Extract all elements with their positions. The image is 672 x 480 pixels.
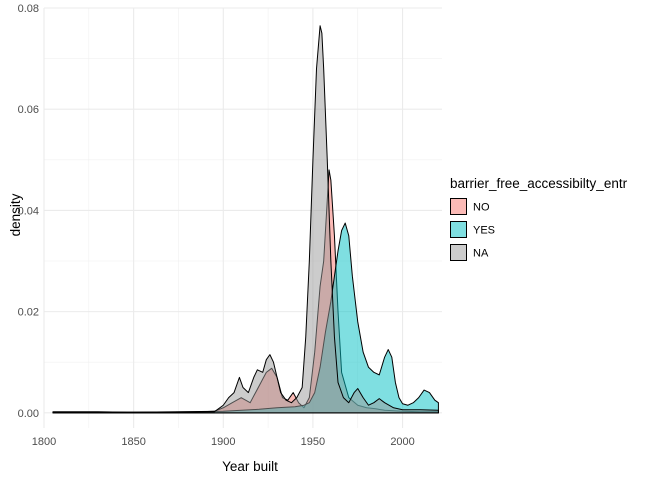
y-tick-label: 0.08 bbox=[18, 3, 39, 15]
density-area-yes bbox=[52, 222, 439, 414]
axis-ticks: 1800 1850 1900 1950 2000 0.00 0.02 0.04 0.06 0.08 bbox=[18, 3, 415, 448]
y-axis-title: density bbox=[8, 193, 23, 236]
legend-label-no: NO bbox=[473, 202, 490, 214]
legend-key-na bbox=[450, 244, 467, 261]
legend: barrier_free_accessibilty_entr NO YES NA bbox=[450, 176, 628, 261]
y-tick-label: 0.06 bbox=[18, 104, 39, 116]
legend-title: barrier_free_accessibilty_entr bbox=[450, 176, 628, 191]
legend-label-na: NA bbox=[473, 248, 489, 260]
legend-key-no bbox=[450, 198, 467, 215]
y-tick-label: 0.00 bbox=[18, 408, 39, 420]
legend-key-yes bbox=[450, 221, 467, 238]
x-axis-title: Year built bbox=[222, 459, 278, 474]
y-tick-label: 0.04 bbox=[18, 205, 39, 217]
legend-label-yes: YES bbox=[473, 225, 495, 237]
x-tick-label: 1850 bbox=[121, 436, 145, 448]
x-tick-label: 2000 bbox=[390, 436, 414, 448]
density-area-na bbox=[52, 25, 439, 414]
x-tick-label: 1950 bbox=[301, 436, 325, 448]
y-tick-label: 0.02 bbox=[18, 307, 39, 319]
legend-items: NO YES NA bbox=[450, 198, 495, 261]
x-tick-label: 1900 bbox=[211, 436, 235, 448]
density-areas bbox=[52, 25, 439, 414]
x-tick-label: 1800 bbox=[32, 436, 56, 448]
